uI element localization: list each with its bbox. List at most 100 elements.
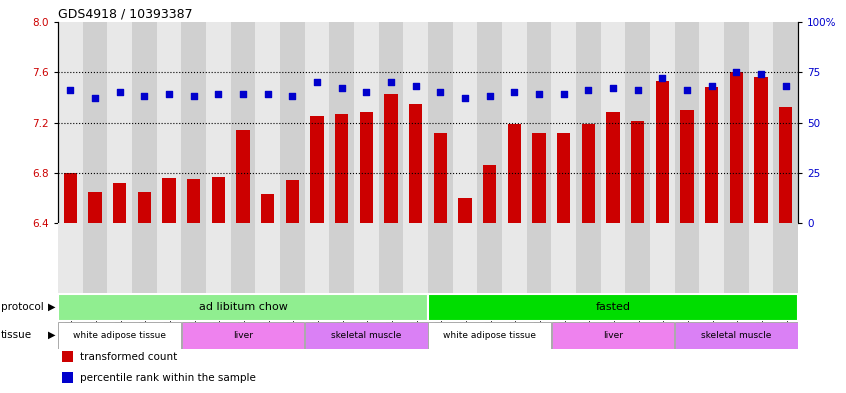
Point [755,71,768,77]
Bar [527,22,552,223]
Text: skeletal muscle: skeletal muscle [331,331,402,340]
Bar [88,192,102,223]
Bar [650,22,674,223]
Bar [138,192,151,223]
Point [236,91,250,97]
Point [433,89,447,95]
Bar [83,223,107,293]
Point [88,95,102,101]
Text: white adipose tissue: white adipose tissue [73,331,166,340]
Bar [132,22,157,223]
Bar [379,223,404,293]
Bar [329,22,354,223]
Bar [409,104,422,223]
Point [508,89,521,95]
Bar [477,223,502,293]
Bar [557,132,570,223]
Text: GDS4918 / 10393387: GDS4918 / 10393387 [58,8,193,21]
Bar [576,22,601,223]
Bar [305,223,329,293]
Point [459,95,472,101]
Bar [187,179,201,223]
Text: protocol: protocol [1,302,44,312]
Bar [650,223,674,293]
Point [63,87,77,94]
Point [483,93,497,99]
Bar [700,22,724,223]
Bar [674,22,700,223]
Bar [502,22,527,223]
Point [162,91,176,97]
Bar [280,22,305,223]
Bar [310,116,324,223]
Bar [428,22,453,223]
Text: white adipose tissue: white adipose tissue [443,331,536,340]
Bar [107,22,132,223]
Bar [749,223,773,293]
Point [680,87,694,94]
Bar [607,112,620,223]
Bar [477,22,502,223]
Bar [700,223,724,293]
Bar [384,94,398,223]
Bar [601,223,625,293]
Bar [132,223,157,293]
Point [187,93,201,99]
Bar [335,114,349,223]
Bar [527,223,552,293]
Point [409,83,422,90]
Bar [779,107,793,223]
Text: skeletal muscle: skeletal muscle [701,331,772,340]
Bar [181,22,206,223]
Text: percentile rank within the sample: percentile rank within the sample [80,373,255,383]
Bar [433,132,448,223]
Bar [360,112,373,223]
FancyBboxPatch shape [58,321,181,349]
Point [212,91,225,97]
Bar [552,22,576,223]
Text: tissue: tissue [1,330,32,340]
Bar [354,223,379,293]
Bar [532,132,546,223]
Point [581,87,595,94]
Bar [625,223,650,293]
Bar [552,223,576,293]
Bar [724,223,749,293]
Bar [236,130,250,223]
FancyBboxPatch shape [552,321,674,349]
Bar [157,223,181,293]
Bar [483,165,497,223]
Point [729,69,743,75]
Point [607,85,620,92]
Bar [724,22,749,223]
Bar [729,72,743,223]
Point [705,83,718,90]
Bar [255,22,280,223]
Point [384,79,398,85]
FancyBboxPatch shape [305,321,428,349]
Bar [286,180,299,223]
Bar [83,22,107,223]
Point [335,85,349,92]
Point [532,91,546,97]
Bar [157,22,181,223]
Point [631,87,645,94]
Bar [58,22,83,223]
Bar [231,22,255,223]
Bar [329,223,354,293]
Bar [581,124,595,223]
Bar [404,223,428,293]
FancyBboxPatch shape [675,321,798,349]
FancyBboxPatch shape [182,321,305,349]
Bar [773,22,798,223]
Bar [404,22,428,223]
Point [360,89,373,95]
Text: ▶: ▶ [48,330,55,340]
Bar [162,178,176,223]
Bar [601,22,625,223]
Bar [354,22,379,223]
Bar [749,22,773,223]
Bar [107,223,132,293]
Bar [280,223,305,293]
Bar [255,223,280,293]
